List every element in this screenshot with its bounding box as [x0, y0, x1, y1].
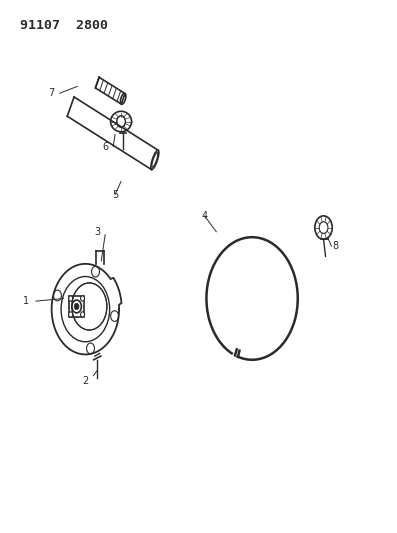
Text: 2: 2 — [82, 376, 89, 386]
Circle shape — [69, 312, 73, 317]
Text: 6: 6 — [102, 142, 108, 151]
Circle shape — [81, 296, 85, 301]
Circle shape — [111, 311, 119, 321]
Circle shape — [74, 303, 79, 310]
Circle shape — [81, 312, 85, 317]
Circle shape — [87, 343, 94, 354]
Text: 3: 3 — [94, 227, 100, 237]
Text: 4: 4 — [201, 211, 208, 221]
Circle shape — [69, 296, 73, 301]
Text: 91107  2800: 91107 2800 — [20, 19, 108, 31]
Text: 1: 1 — [23, 296, 29, 306]
Text: 5: 5 — [112, 190, 118, 199]
Circle shape — [54, 290, 62, 301]
Circle shape — [92, 266, 100, 277]
Text: 7: 7 — [48, 88, 55, 98]
Text: 8: 8 — [332, 241, 339, 251]
